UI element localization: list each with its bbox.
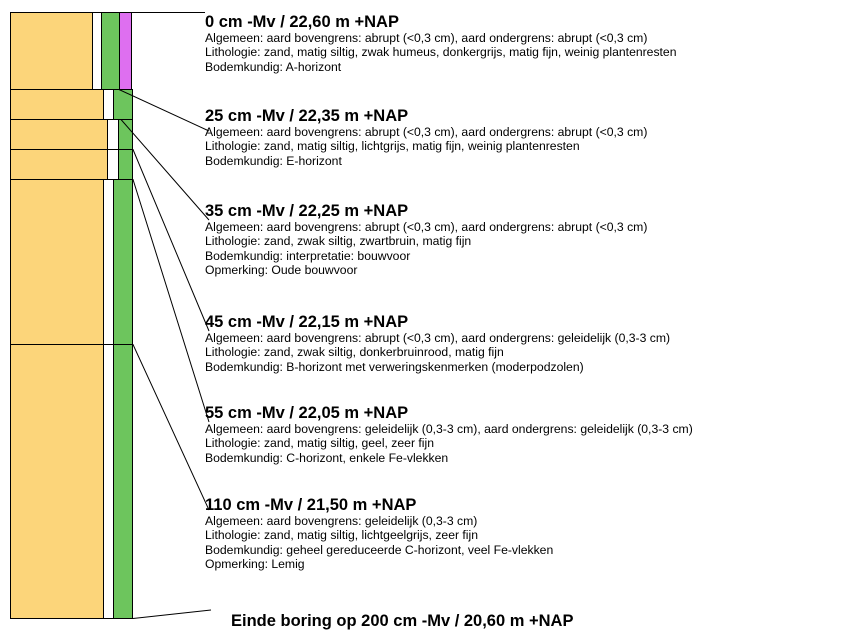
layer-remark-line: Opmerking: Lemig [205, 556, 305, 571]
layer-description-2: 35 cm -Mv / 22,25 m +NAP Algemeen: aard … [205, 202, 860, 277]
layer-lithology-line: Lithologie: zand, matig siltig, lichtgri… [205, 139, 580, 154]
layer-description-5: 110 cm -Mv / 21,50 m +NAP Algemeen: aard… [205, 496, 860, 571]
layer-general-line: Algemeen: aard bovengrens: abrupt (<0,3 … [205, 331, 671, 345]
sand-layer-rect-5 [10, 344, 104, 619]
layer-lithology-line: Lithologie: zand, zwak siltig, donkerbru… [205, 345, 504, 360]
sand-layer-rect-1 [10, 89, 104, 120]
layer-remark-line: Opmerking: Oude bouwvoor [205, 262, 358, 277]
sand-layer-rect-2 [10, 119, 108, 150]
sand-layer-rect-4 [10, 179, 104, 345]
layer-depth-title: 25 cm -Mv / 22,35 m +NAP [205, 107, 409, 125]
green-strip-rect-4 [113, 179, 133, 345]
layer-lithology-line: Lithologie: zand, matig siltig, geel, ze… [205, 436, 434, 451]
green-strip-rect-0 [101, 12, 120, 90]
layer-rects [10, 12, 133, 619]
connector-lines [10, 12, 212, 619]
green-strip-rect-5 [113, 344, 133, 619]
layer-description-3: 45 cm -Mv / 22,15 m +NAP Algemeen: aard … [205, 313, 860, 374]
layer-general-line: Algemeen: aard bovengrens: abrupt (<0,3 … [205, 31, 648, 45]
connector-line-3 [10, 149, 210, 332]
layer-soil-line: Bodemkundig: geheel gereduceerde C-horiz… [205, 542, 554, 557]
connector-line-5 [10, 344, 210, 511]
layer-soil-line: Bodemkundig: E-horizont [205, 153, 342, 168]
layer-depth-title: 110 cm -Mv / 21,50 m +NAP [205, 496, 417, 514]
layer-lithology-line: Lithologie: zand, matig siltig, zwak hum… [205, 45, 677, 60]
green-strip-rect-3 [118, 149, 133, 180]
layer-description-1: 25 cm -Mv / 22,35 m +NAP Algemeen: aard … [205, 107, 860, 168]
layer-depth-title: 0 cm -Mv / 22,60 m +NAP [205, 13, 399, 31]
layer-soil-line: Bodemkundig: interpretatie: bouwvoor [205, 248, 411, 263]
end-of-boring-label: Einde boring op 200 cm -Mv / 20,60 m +NA… [231, 612, 574, 630]
layer-general-line: Algemeen: aard bovengrens: geleidelijk (… [205, 514, 478, 528]
layer-soil-line: Bodemkundig: C-horizont, enkele Fe-vlekk… [205, 450, 449, 465]
connector-line-2 [10, 119, 210, 221]
layer-lithology-line: Lithologie: zand, zwak siltig, zwartbrui… [205, 234, 472, 249]
layer-depth-title: 45 cm -Mv / 22,15 m +NAP [205, 313, 409, 331]
layer-general-line: Algemeen: aard bovengrens: abrupt (<0,3 … [205, 125, 648, 139]
pink-strip-rect-0 [119, 12, 132, 90]
layer-soil-line: Bodemkundig: A-horizont [205, 59, 342, 74]
connector-line-end [10, 609, 212, 619]
layer-description-4: 55 cm -Mv / 22,05 m +NAP Algemeen: aard … [205, 404, 860, 465]
sand-layer-rect-3 [10, 149, 108, 180]
layer-depth-title: 55 cm -Mv / 22,05 m +NAP [205, 404, 409, 422]
connector-line-1 [10, 89, 210, 132]
layer-description-0: 0 cm -Mv / 22,60 m +NAP Algemeen: aard b… [205, 13, 860, 74]
sand-layer-rect-0 [10, 12, 93, 90]
layer-general-line: Algemeen: aard bovengrens: abrupt (<0,3 … [205, 220, 648, 234]
layer-soil-line: Bodemkundig: B-horizont met verweringske… [205, 359, 584, 374]
layer-general-line: Algemeen: aard bovengrens: geleidelijk (… [205, 422, 693, 436]
layer-lithology-line: Lithologie: zand, matig siltig, lichtgee… [205, 528, 478, 543]
connector-line-4 [10, 179, 210, 423]
layer-depth-title: 35 cm -Mv / 22,25 m +NAP [205, 202, 409, 220]
